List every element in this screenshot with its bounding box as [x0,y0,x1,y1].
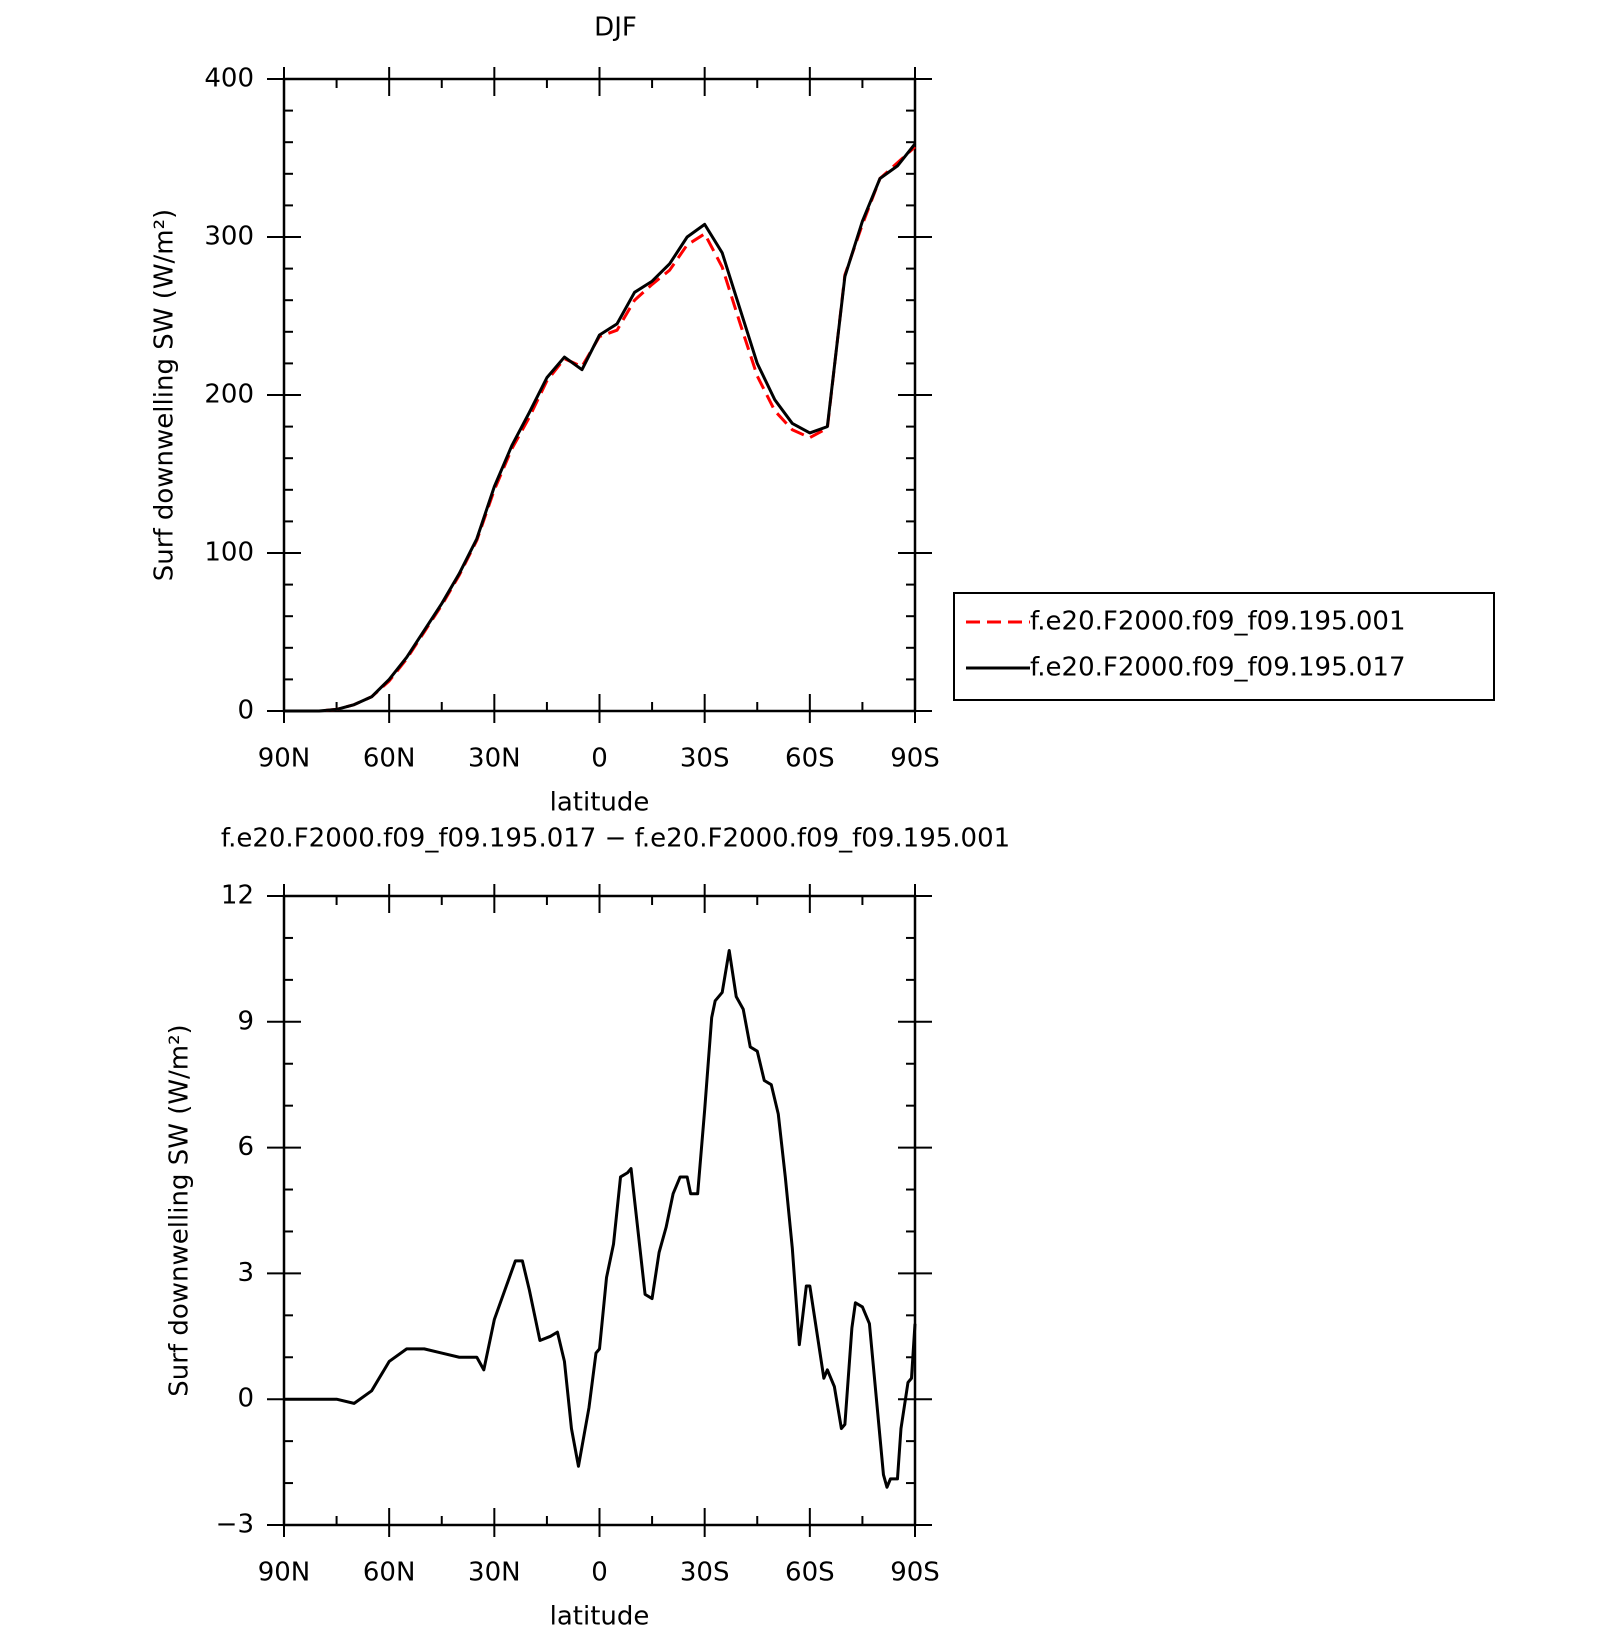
x-tick-label: 90N [258,744,311,774]
legend-label: f.e20.F2000.f09_f09.195.001 [1030,607,1406,637]
x-tick-label: 30S [680,744,730,774]
x-tick-label: 30S [680,1558,730,1588]
plot-frame [282,77,917,713]
plot-frame [282,894,917,1527]
y-tick-label: −3 [216,1510,254,1540]
y-tick-label: 400 [204,64,254,94]
y-tick-label: 9 [237,1006,254,1036]
legend-label: f.e20.F2000.f09_f09.195.017 [1030,653,1406,683]
x-tick-label: 60N [363,744,416,774]
y-tick-label: 300 [204,222,254,252]
y-tick-label: 0 [237,696,254,726]
x-tick-label: 30N [468,744,521,774]
x-tick-label: 90S [890,1558,940,1588]
y-tick-label: 100 [204,538,254,568]
data-line [284,142,917,713]
chart-title: f.e20.F2000.f09_f09.195.017 − f.e20.F200… [221,824,1010,854]
y-tick-label: 200 [204,380,254,410]
x-tick-label: 60S [785,1558,835,1588]
chart-title: DJF [594,13,637,43]
y-axis-label: Surf downwelling SW (W/m²) [150,209,180,581]
x-tick-label: 60S [785,744,835,774]
x-tick-label: 90S [890,744,940,774]
data-line [284,949,917,1489]
x-tick-label: 0 [591,1558,608,1588]
x-axis-label: latitude [550,788,650,818]
x-tick-label: 90N [258,1558,311,1588]
y-tick-label: 6 [237,1132,254,1162]
legend-box [953,592,1495,701]
y-axis-label: Surf downwelling SW (W/m²) [165,1024,195,1396]
x-tick-label: 30N [468,1558,521,1588]
x-axis-label: latitude [550,1602,650,1632]
x-tick-label: 0 [591,744,608,774]
y-tick-label: 12 [221,881,254,911]
y-tick-label: 0 [237,1384,254,1414]
x-tick-label: 60N [363,1558,416,1588]
y-tick-label: 3 [237,1258,254,1288]
